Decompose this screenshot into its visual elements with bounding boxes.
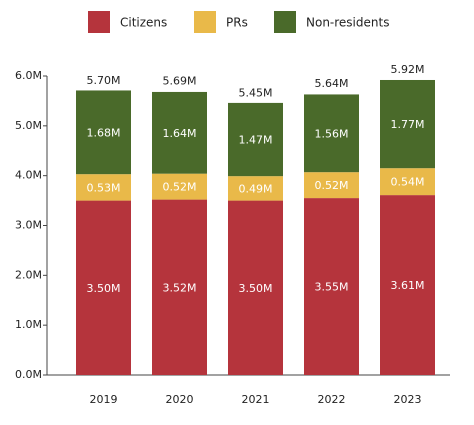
value-label: 1.64M — [163, 127, 197, 140]
total-label: 5.64M — [315, 77, 349, 90]
legend-label: Citizens — [120, 16, 167, 30]
value-label: 3.50M — [239, 282, 273, 295]
y-tick-label: 4.0M — [15, 169, 42, 182]
value-label: 0.52M — [315, 179, 349, 192]
value-label: 0.49M — [239, 182, 273, 195]
legend-label: PRs — [226, 16, 248, 30]
legend-swatch — [88, 11, 110, 33]
x-tick-label: 2021 — [242, 393, 270, 406]
value-label: 0.53M — [87, 181, 121, 194]
value-label: 1.77M — [391, 118, 425, 131]
bar-segment — [228, 176, 283, 201]
value-label: 0.52M — [163, 181, 197, 194]
value-label: 3.55M — [315, 281, 349, 294]
y-tick-label: 3.0M — [15, 219, 42, 232]
bar-segment — [380, 195, 435, 375]
value-label: 3.50M — [87, 282, 121, 295]
total-label: 5.92M — [391, 63, 425, 76]
bar-segment — [152, 91, 207, 174]
total-label: 5.69M — [163, 74, 197, 87]
value-label: 3.61M — [391, 279, 425, 292]
bar-segment — [76, 200, 131, 375]
bar-segment — [380, 168, 435, 196]
bar-segment — [380, 79, 435, 169]
bar-segment — [152, 173, 207, 200]
bar-segment — [76, 174, 131, 201]
bar-segment — [304, 94, 359, 173]
y-tick-label: 2.0M — [15, 268, 42, 281]
total-label: 5.70M — [87, 74, 121, 87]
y-tick-label: 1.0M — [15, 318, 42, 331]
x-tick-label: 2022 — [318, 393, 346, 406]
total-label: 5.45M — [239, 86, 273, 99]
value-label: 1.56M — [315, 127, 349, 140]
x-tick-label: 2023 — [394, 393, 422, 406]
legend-swatch — [194, 11, 216, 33]
bar-segment — [304, 172, 359, 199]
x-tick-label: 2020 — [166, 393, 194, 406]
bar-segment — [228, 200, 283, 375]
y-tick-label: 5.0M — [15, 119, 42, 132]
value-label: 0.54M — [391, 176, 425, 189]
x-tick-label: 2019 — [90, 393, 118, 406]
bar-segment — [228, 102, 283, 177]
legend-label: Non-residents — [306, 16, 389, 30]
bar-segment — [152, 199, 207, 375]
y-tick-label: 0.0M — [15, 368, 42, 381]
bar-segment — [304, 198, 359, 375]
value-label: 1.47M — [239, 134, 273, 147]
legend-swatch — [274, 11, 296, 33]
bar-segment — [76, 90, 131, 175]
value-label: 3.52M — [163, 281, 197, 294]
y-tick-label: 6.0M — [15, 69, 42, 82]
value-label: 1.68M — [87, 126, 121, 139]
